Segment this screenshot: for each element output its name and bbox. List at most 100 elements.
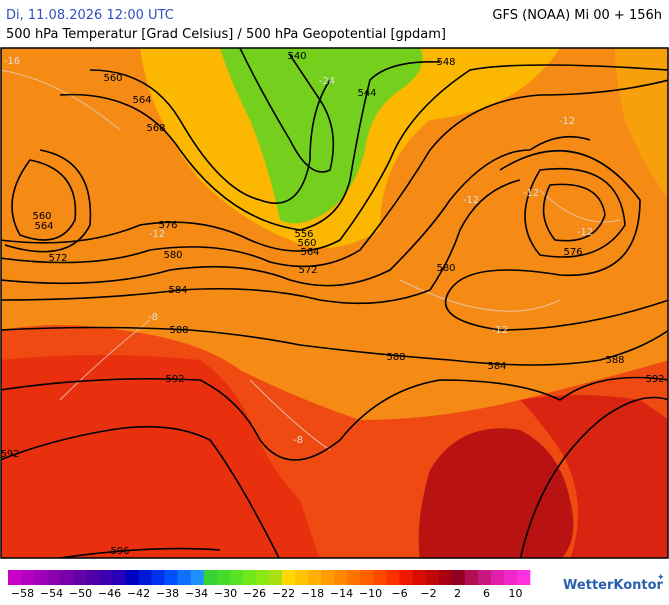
- colorbar-cell: [255, 570, 270, 585]
- colorbar-cell: [464, 570, 479, 585]
- geopotential-label: 580: [163, 250, 182, 261]
- geopotential-label: 576: [158, 220, 177, 231]
- temp-darkred: [418, 428, 574, 558]
- geopotential-isoline: [524, 167, 626, 258]
- colorbar-cell: [269, 570, 283, 585]
- geopotential-isoline: [59, 61, 441, 231]
- geopotential-isoline: [1, 425, 280, 558]
- colorbar-cell: [295, 570, 309, 585]
- colorbar-cell: [490, 570, 505, 585]
- geopotential-label: 584: [168, 285, 187, 296]
- geopotential-label: 560: [103, 73, 122, 84]
- colorbar-cell: [229, 570, 244, 585]
- subtitle: 500 hPa Temperatur [Grad Celsius] / 500 …: [6, 27, 446, 42]
- map-frame: [0, 47, 669, 559]
- colorbar-label: −18: [301, 587, 324, 600]
- temperature-label: -8: [293, 435, 303, 446]
- colorbar-label: −54: [40, 587, 63, 600]
- colorbar-cell: [242, 570, 257, 585]
- temp-red-west: [1, 355, 320, 558]
- geopotential-label: 564: [300, 247, 319, 258]
- geopotential-isoline: [1, 135, 591, 287]
- geopotential-isoline: [542, 183, 606, 242]
- geopotential-label: 568: [146, 123, 165, 134]
- geopotential-label: 592: [0, 449, 19, 460]
- temp-green: [220, 48, 423, 224]
- colorbar-label: −2: [420, 587, 436, 600]
- geopotential-isoline: [1, 376, 668, 461]
- colorbar-label: −58: [11, 587, 34, 600]
- temperature-label: -12: [492, 325, 508, 336]
- colorbar-cell: [347, 570, 361, 585]
- geopotential-isoline: [1, 79, 668, 268]
- colorbar-cell: [21, 570, 35, 585]
- geopotential-label: 564: [34, 221, 53, 232]
- colorbar-cell: [334, 570, 348, 585]
- valid-time: Di, 11.08.2026 12:00 UTC: [6, 8, 174, 23]
- colorbar-cell: [399, 570, 413, 585]
- geopotential-label: 572: [48, 253, 67, 264]
- temperature-label: -8: [148, 312, 158, 323]
- colorbar-cell: [8, 570, 22, 585]
- brand-logo: WetterKontor: [563, 578, 664, 593]
- colorbar-cell: [503, 570, 518, 585]
- geopotential-label: 560: [32, 211, 51, 222]
- colorbar-label: −22: [272, 587, 295, 600]
- geopotential-label: 540: [287, 51, 306, 62]
- geopotential-label: 592: [645, 374, 664, 385]
- colorbar-label: −10: [359, 587, 382, 600]
- colorbar-label: 6: [483, 587, 490, 600]
- colorbar-cell: [438, 570, 452, 585]
- colorbar-cell: [112, 570, 126, 585]
- geopotential-isoline: [239, 48, 335, 173]
- geopotential-label: 576: [563, 247, 582, 258]
- geopotential-isoline: [59, 396, 668, 558]
- temperature-label: -12: [523, 188, 539, 199]
- colorbar-cell: [516, 570, 531, 585]
- colorbar-label: 2: [454, 587, 461, 600]
- temperature-label: -12: [149, 229, 165, 240]
- colorbar-cell: [60, 570, 74, 585]
- geopotential-isoline: [1, 179, 521, 305]
- temperature-isoline: [1, 69, 621, 451]
- geopotential-label: 592: [165, 374, 184, 385]
- colorbar-cell: [151, 570, 165, 585]
- geopotential-label: 584: [487, 361, 506, 372]
- geopotential-label: 588: [386, 352, 405, 363]
- colorbar-cell: [477, 570, 492, 585]
- colorbar-cell: [34, 570, 48, 585]
- colorbar-label: −38: [156, 587, 179, 600]
- colorbar-cell: [321, 570, 335, 585]
- temperature-label: -24: [319, 76, 335, 87]
- geopotential-label: 580: [436, 263, 455, 274]
- colorbar-label: −6: [391, 587, 407, 600]
- colorbar-label: −30: [214, 587, 237, 600]
- geopotential-label: 588: [605, 355, 624, 366]
- colorbar-cell: [360, 570, 374, 585]
- geopotential-label: 544: [357, 88, 376, 99]
- colorbar-cell: [386, 570, 400, 585]
- geopotential-label: 588: [169, 325, 188, 336]
- colorbar-cell: [99, 570, 113, 585]
- colorbar-cell: [86, 570, 100, 585]
- colorbar-cell: [138, 570, 152, 585]
- geopotential-isoline: [89, 69, 331, 204]
- geopotential-label: 548: [436, 57, 455, 68]
- temp-red-east: [520, 395, 668, 558]
- colorbar-cell: [451, 570, 466, 585]
- geopotential-isoline: [1, 64, 668, 252]
- geopotential-label: 596: [110, 546, 129, 557]
- colorbar-label: 10: [509, 587, 523, 600]
- colorbar-label: −26: [243, 587, 266, 600]
- colorbar-cell: [73, 570, 87, 585]
- colorbar-cell: [216, 570, 231, 585]
- geopotential-isoline: [4, 149, 92, 253]
- colorbar-cell: [412, 570, 426, 585]
- colorbar-cell: [164, 570, 178, 585]
- colorbar-label: −46: [98, 587, 121, 600]
- colorbar-cell: [425, 570, 439, 585]
- temperature-label: -12: [559, 116, 575, 127]
- colorbar-label: −34: [185, 587, 208, 600]
- colorbar-cell: [282, 570, 296, 585]
